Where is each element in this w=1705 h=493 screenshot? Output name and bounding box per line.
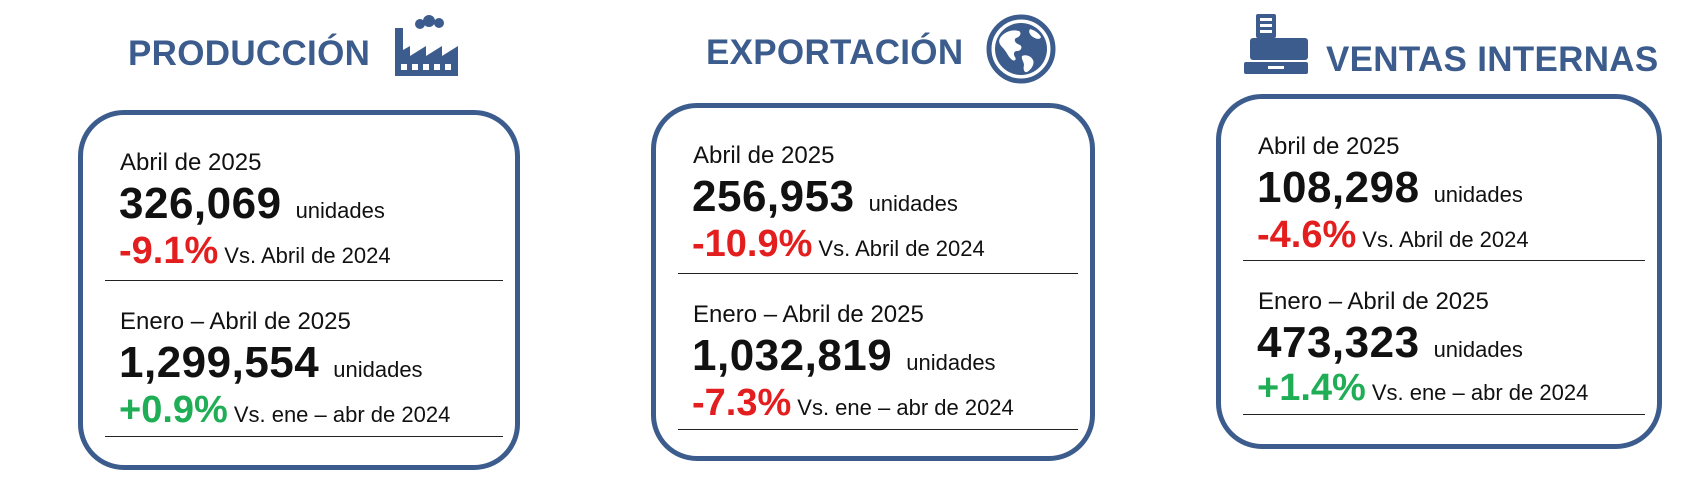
monthly-comparison: Vs. Abril de 2024 [1362, 227, 1529, 252]
ytd-change-row: -7.3% Vs. ene – abr de 2024 [692, 382, 1014, 425]
monthly-change-row: -10.9% Vs. Abril de 2024 [692, 223, 985, 266]
monthly-period: Abril de 2025 [693, 142, 835, 169]
ytd-comparison: Vs. ene – abr de 2024 [233, 402, 451, 427]
monthly-value: 108,298 [1257, 163, 1420, 212]
ytd-value-row: 473,323 unidades [1257, 318, 1523, 368]
ytd-period: Enero – Abril de 2025 [693, 301, 924, 328]
section-title: VENTAS INTERNAS [1326, 40, 1659, 79]
ventas-internas-card: Abril de 2025 108,298 unidades -4.6% Vs.… [1216, 94, 1662, 449]
factory-icon [395, 15, 458, 76]
ytd-value: 1,032,819 [692, 331, 893, 380]
monthly-comparison: Vs. Abril de 2024 [818, 236, 985, 261]
ytd-comparison: Vs. ene – abr de 2024 [797, 395, 1014, 420]
ytd-period: Enero – Abril de 2025 [120, 308, 351, 335]
monthly-unit: unidades [868, 191, 958, 216]
ytd-change-row: +0.9% Vs. ene – abr de 2024 [119, 389, 450, 432]
monthly-change: -4.6% [1257, 214, 1357, 256]
ytd-value: 1,299,554 [119, 338, 320, 387]
divider [105, 436, 503, 437]
ytd-value: 473,323 [1257, 318, 1420, 367]
divider [1243, 414, 1645, 415]
ytd-change: +0.9% [119, 389, 228, 431]
ytd-unit: unidades [906, 350, 996, 375]
monthly-value: 256,953 [692, 172, 855, 221]
produccion-panel: PRODUCCIÓN Abril de 2025 326,069 unidade… [0, 0, 560, 493]
ytd-comparison: Vs. ene – abr de 2024 [1371, 380, 1589, 405]
monthly-value-row: 326,069 unidades [119, 179, 385, 229]
ytd-value-row: 1,032,819 unidades [692, 331, 996, 381]
monthly-change-row: -4.6% Vs. Abril de 2024 [1257, 214, 1529, 257]
monthly-change: -10.9% [692, 223, 813, 265]
cash-register-icon [1244, 14, 1308, 74]
monthly-value: 326,069 [119, 179, 282, 228]
monthly-comparison: Vs. Abril de 2024 [224, 243, 391, 268]
section-title: PRODUCCIÓN [128, 34, 371, 73]
ytd-unit: unidades [1433, 337, 1523, 362]
monthly-change: -9.1% [119, 230, 219, 272]
monthly-value-row: 256,953 unidades [692, 172, 958, 222]
ytd-change: +1.4% [1257, 367, 1366, 409]
divider [105, 280, 503, 281]
ytd-value-row: 1,299,554 unidades [119, 338, 423, 388]
ytd-period: Enero – Abril de 2025 [1258, 288, 1489, 315]
ytd-unit: unidades [333, 357, 423, 382]
monthly-value-row: 108,298 unidades [1257, 163, 1523, 213]
monthly-period: Abril de 2025 [120, 149, 262, 176]
divider [1243, 260, 1645, 261]
monthly-period: Abril de 2025 [1258, 133, 1400, 160]
monthly-unit: unidades [295, 198, 385, 223]
globe-icon [986, 14, 1056, 84]
ventas-internas-panel: VENTAS INTERNAS Abril de 2025 108,298 un… [1130, 0, 1705, 493]
divider [678, 273, 1078, 274]
monthly-unit: unidades [1433, 182, 1523, 207]
section-title: EXPORTACIÓN [706, 33, 964, 72]
produccion-card: Abril de 2025 326,069 unidades -9.1% Vs.… [78, 110, 520, 470]
ytd-change: -7.3% [692, 382, 792, 424]
monthly-change-row: -9.1% Vs. Abril de 2024 [119, 230, 391, 273]
exportacion-card: Abril de 2025 256,953 unidades -10.9% Vs… [651, 103, 1095, 461]
divider [678, 429, 1078, 430]
exportacion-panel: EXPORTACIÓN Abril de 2025 256,953 unidad… [560, 0, 1130, 493]
ytd-change-row: +1.4% Vs. ene – abr de 2024 [1257, 367, 1588, 410]
